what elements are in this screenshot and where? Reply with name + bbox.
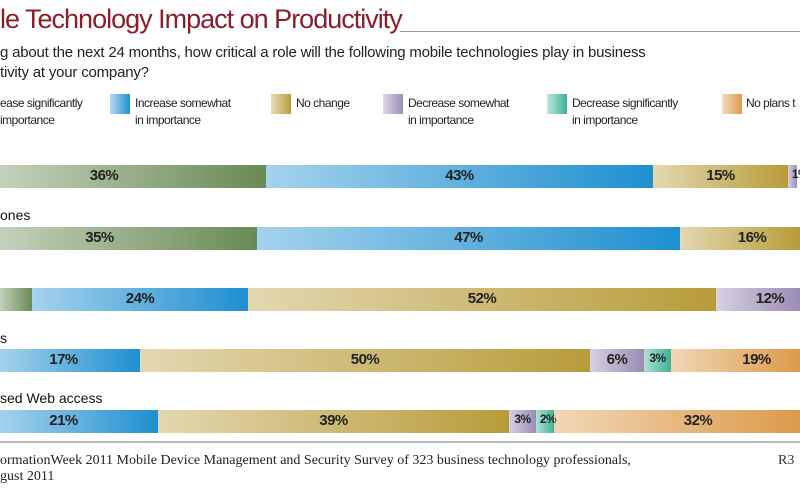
row-label: ones [0, 207, 31, 223]
bar-segment: 47% [257, 227, 680, 250]
bar-value-label: 52% [467, 290, 497, 307]
bar-value-label: 36% [89, 167, 119, 184]
question-line-1: g about the next 24 months, how critical… [0, 44, 646, 61]
bar-value-label: 35% [85, 229, 114, 246]
bar-value-label: 1% [791, 167, 800, 181]
legend-swatch [383, 94, 403, 114]
bar-segment: 36% [0, 165, 266, 188]
bar-segment: 52% [248, 288, 716, 311]
source-line-2: gust 2011 [0, 469, 55, 484]
bar-segment: 2% [536, 410, 557, 433]
legend-label: Decrease somewhat in importance [408, 96, 509, 127]
chart-title: le Technology Impact on Productivity [0, 4, 403, 34]
legend-label: Decrease significantly in importance [572, 96, 678, 127]
bar-segment: 50% [140, 349, 590, 372]
bar-segment: 43% [266, 165, 653, 188]
bar-value-label: 3% [514, 412, 531, 426]
bar-segment: 3% [644, 349, 671, 372]
legend-swatch [547, 94, 567, 114]
page-ref: R3 [778, 453, 795, 468]
bar-value-label: 3% [649, 351, 666, 365]
bar-segment: 24% [32, 288, 248, 311]
bar-segment [0, 288, 32, 311]
bar-value-label: 16% [737, 229, 767, 246]
legend-label: Increase somewhat in importance [135, 96, 231, 127]
bar-value-label: 32% [683, 412, 713, 429]
bar-segment: 35% [0, 227, 257, 250]
bar-value-label: 17% [49, 351, 78, 368]
bar-segment: 6% [590, 349, 644, 372]
bar-value-label: 24% [125, 290, 155, 307]
bar-value-label: 47% [454, 229, 483, 246]
bar-segment: 12% [716, 288, 800, 311]
footer-rule [0, 441, 800, 443]
bar-value-label: 6% [606, 351, 628, 368]
legend-swatch [722, 94, 742, 114]
source-line-1: ormationWeek 2011 Mobile Device Manageme… [0, 453, 631, 468]
bar-value-label: 43% [445, 167, 474, 184]
bar-segment: 16% [680, 227, 800, 250]
row-label: sed Web access [0, 390, 103, 406]
bar-segment: 15% [653, 165, 788, 188]
bar-value-label: 50% [350, 351, 380, 368]
legend-swatch [271, 94, 291, 114]
bar-value-label: 15% [706, 167, 735, 184]
bar-segment: 19% [671, 349, 800, 372]
bar-segment: 39% [158, 410, 509, 433]
legend-label: ease significantly importance [0, 96, 83, 127]
bar-segment: 17% [0, 349, 140, 372]
title-rule [400, 31, 800, 32]
bar-value-label: 2% [539, 412, 557, 426]
source-note: ormationWeek 2011 Mobile Device Manageme… [0, 453, 631, 485]
bar-value-label: 19% [742, 351, 771, 368]
legend-label: No change [296, 96, 350, 110]
bar-segment: 3% [509, 410, 536, 433]
row-label: s [0, 330, 7, 346]
bar-value-label: 39% [319, 412, 348, 429]
bar-value-label: 12% [755, 290, 785, 307]
bar-segment: 1% [788, 165, 800, 188]
legend-swatch [110, 94, 130, 114]
bar-segment: 32% [554, 410, 800, 433]
legend-label: No plans t [746, 96, 796, 110]
question-line-2: tivity at your company? [0, 64, 149, 81]
bar-value-label: 21% [49, 412, 78, 429]
bar-segment: 21% [0, 410, 158, 433]
